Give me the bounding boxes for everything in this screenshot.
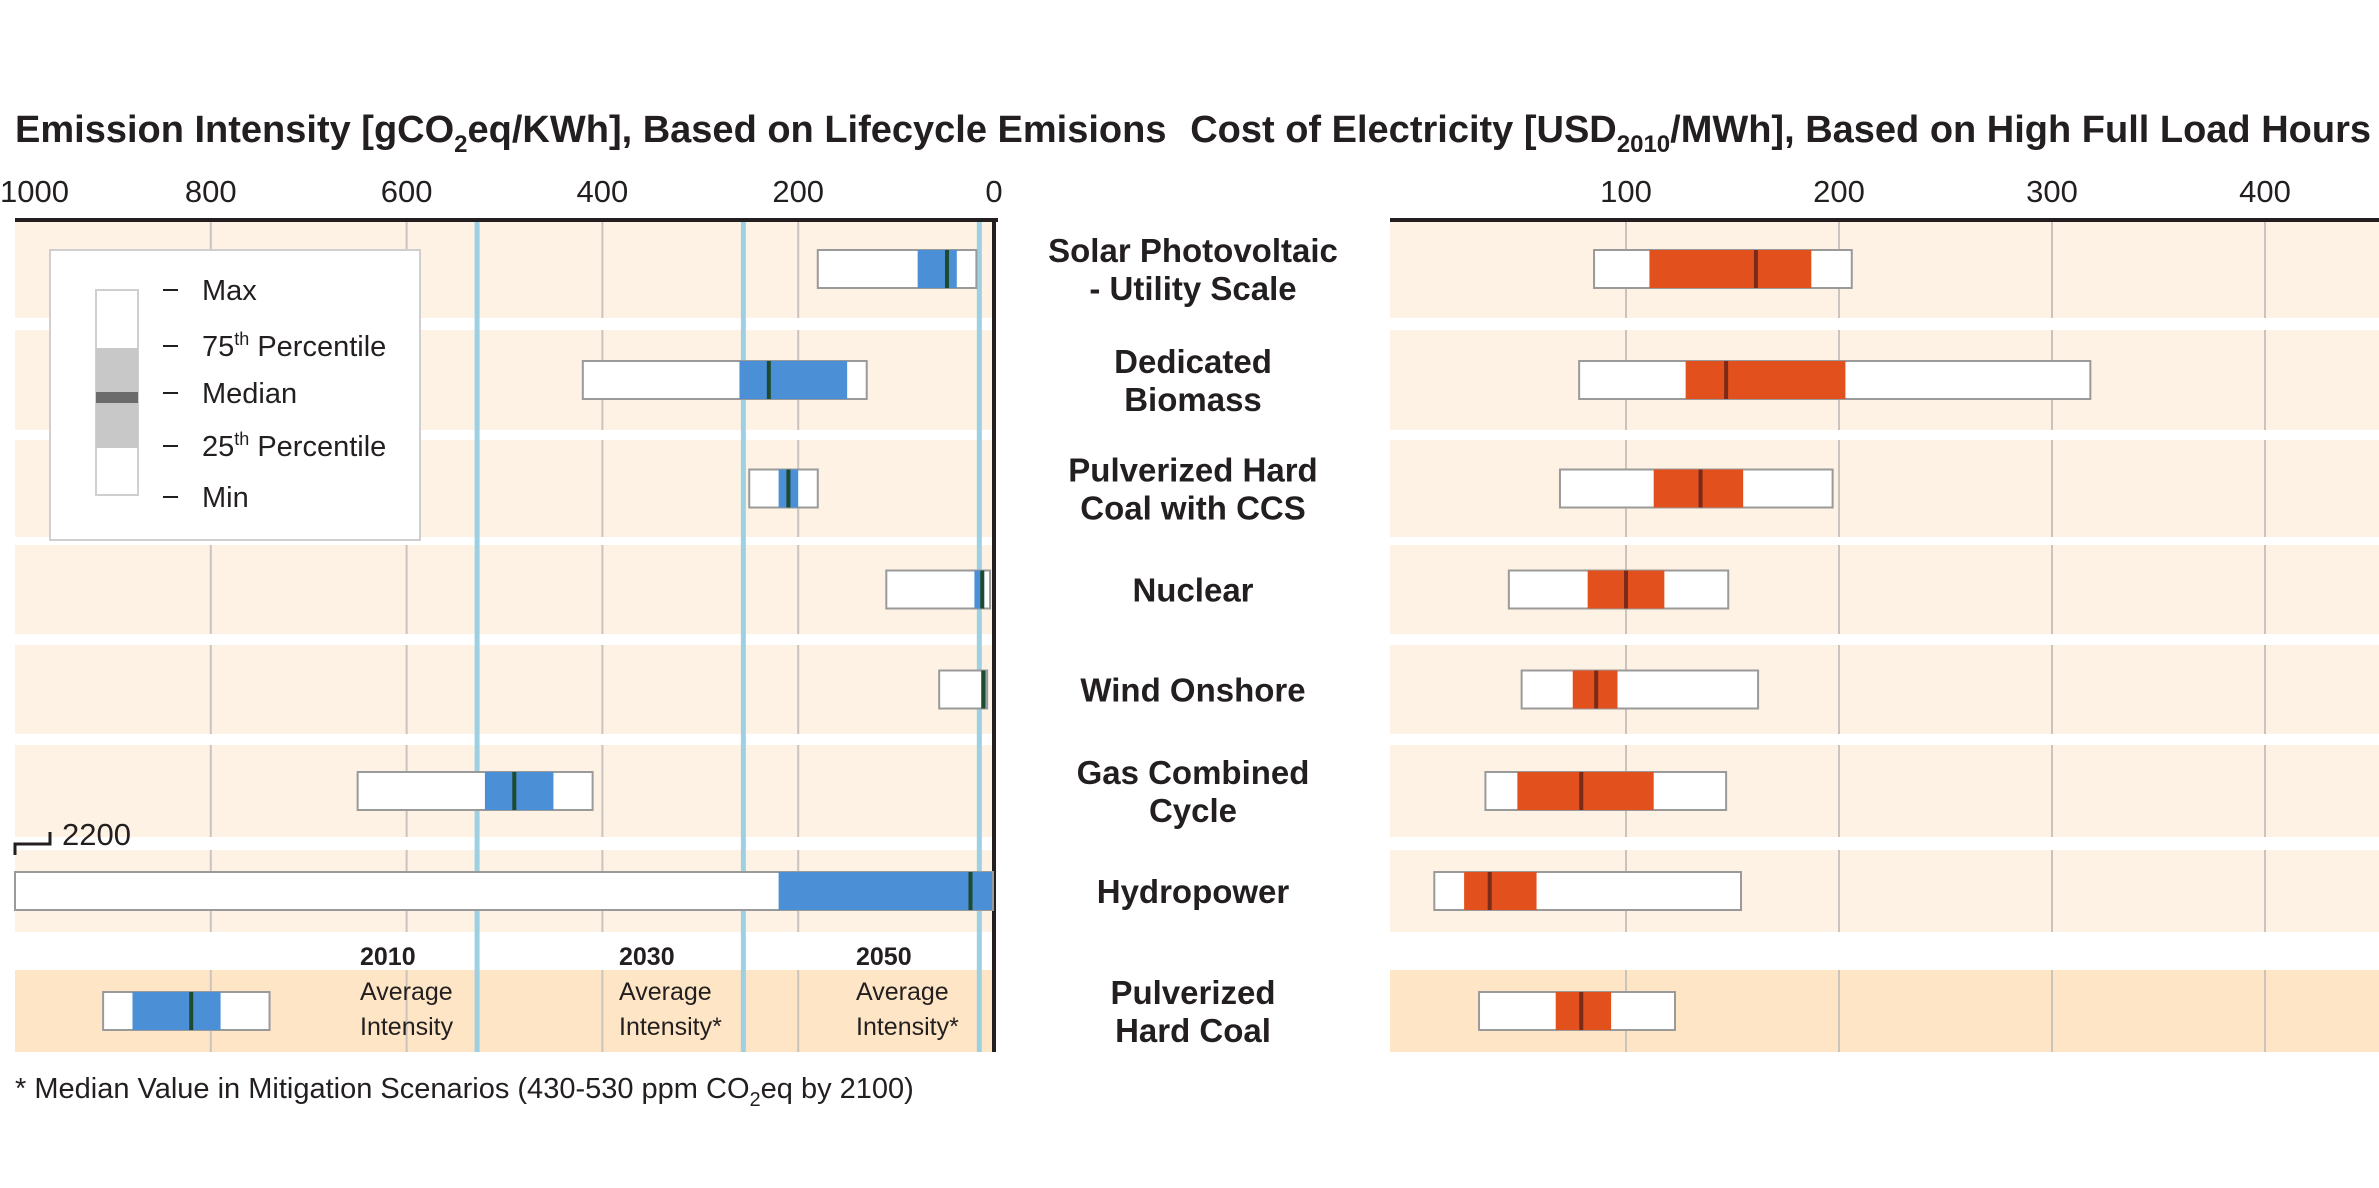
footnote: * Median Value in Mitigation Scenarios (… (15, 1073, 914, 1111)
category-label: Gas Combined (1077, 754, 1310, 791)
cost-title-part: /MWh], Based on High Full Load Hours (1670, 109, 2371, 151)
emission-title-part: Emission Intensity [gCO (15, 109, 454, 151)
reference-label-2010: 2010 (360, 943, 416, 971)
cost-whisker-box (1520, 669, 1760, 710)
category-label: Coal with CCS (1080, 490, 1306, 527)
category-label: Biomass (1124, 381, 1262, 418)
category-label: Pulverized (1110, 974, 1275, 1011)
category-label: Hydropower (1097, 873, 1290, 910)
legend-25th-text: Percentile (249, 431, 386, 463)
category-label: Pulverized Hard (1068, 452, 1317, 489)
legend-median-glyph (96, 392, 138, 403)
emission-iqr-box (974, 570, 985, 609)
legend-min: Min (202, 482, 249, 514)
hydropower-max-label: 2200 (62, 817, 131, 852)
reference-label-2030: Intensity* (619, 1013, 722, 1041)
emission-iqr-box (917, 250, 957, 288)
cost-iqr-box (1517, 772, 1654, 810)
reference-label-2030: 2030 (619, 943, 675, 971)
legend-75th-text: Percentile (249, 331, 386, 363)
emission-tick-label: 1000 (0, 174, 69, 209)
emission-iqr-box (778, 872, 993, 910)
category-label: Dedicated (1114, 343, 1272, 380)
emission-row-bg (15, 545, 994, 634)
emission-tick-label: 200 (772, 174, 824, 209)
legend-max: Max (202, 275, 257, 307)
legend-75th-num: 75 (202, 331, 234, 363)
reference-label-2050: 2050 (856, 943, 912, 971)
emission-tick-label: 400 (577, 174, 629, 209)
emission-tick-label: 0 (985, 174, 1002, 209)
category-label: Hard Coal (1115, 1012, 1271, 1049)
cost-iqr-box (1555, 992, 1612, 1030)
cost-iqr-box (1653, 469, 1744, 508)
legend-25th-num: 25 (202, 431, 234, 463)
legend-75th: 75th Percentile (202, 329, 386, 363)
emission-tick-label: 600 (381, 174, 433, 209)
footnote-sub: 2 (750, 1089, 761, 1111)
emission-title-part: eq/KWh], Based on Lifecycle Emisions (468, 109, 1167, 151)
reference-label-2010: Average (360, 978, 453, 1006)
cost-tick-label: 300 (2026, 174, 2078, 209)
footnote-part: eq by 2100) (761, 1073, 914, 1105)
reference-label-2050: Average (856, 978, 949, 1006)
emission-whisker-box (356, 771, 594, 811)
legend-25th: 25th Percentile (202, 429, 386, 463)
emission-title-sub: 2 (454, 131, 467, 158)
emission-whisker-box (938, 669, 989, 710)
legend-25th-sup: th (234, 429, 249, 449)
category-label: Nuclear (1132, 572, 1253, 609)
emission-iqr-box (739, 361, 848, 399)
emission-chart-title: Emission Intensity [gCO2eq/KWh], Based o… (15, 109, 1166, 158)
cost-title-sub: 2010 (1617, 131, 1670, 158)
category-label: - Utility Scale (1089, 270, 1296, 307)
cost-iqr-box (1685, 361, 1846, 399)
footnote-part: * Median Value in Mitigation Scenarios (… (15, 1073, 750, 1105)
emission-tick-label: 800 (185, 174, 237, 209)
legend-median: Median (202, 378, 297, 410)
cost-tick-label: 100 (1600, 174, 1652, 209)
cost-tick-label: 400 (2239, 174, 2291, 209)
emission-iqr-box (132, 992, 221, 1030)
reference-label-2030: Average (619, 978, 712, 1006)
reference-label-2050: Intensity* (856, 1013, 959, 1041)
legend-75th-sup: th (234, 329, 249, 349)
legend-max-text: Max (202, 275, 257, 307)
category-label: Solar Photovoltaic (1048, 232, 1338, 269)
cost-title-part: Cost of Electricity [USD (1190, 109, 1617, 151)
reference-label-2010: Intensity (360, 1013, 454, 1041)
emission-iqr-box (484, 772, 554, 810)
legend-min-text: Min (202, 482, 249, 514)
hydropower-offscale-marker (13, 832, 52, 855)
cost-iqr-box (1464, 872, 1537, 910)
cost-row-bg (1390, 440, 2379, 537)
cost-row-bg (1390, 220, 2379, 318)
category-label: Wind Onshore (1080, 672, 1305, 709)
emission-row-bg (15, 645, 994, 734)
emission-whisker-box (885, 569, 992, 610)
cost-iqr-box (1649, 250, 1812, 288)
category-label: Cycle (1149, 792, 1237, 829)
cost-chart-title: Cost of Electricity [USD2010/MWh], Based… (1190, 109, 2371, 158)
cost-tick-label: 200 (1813, 174, 1865, 209)
legend-median-text: Median (202, 378, 297, 410)
